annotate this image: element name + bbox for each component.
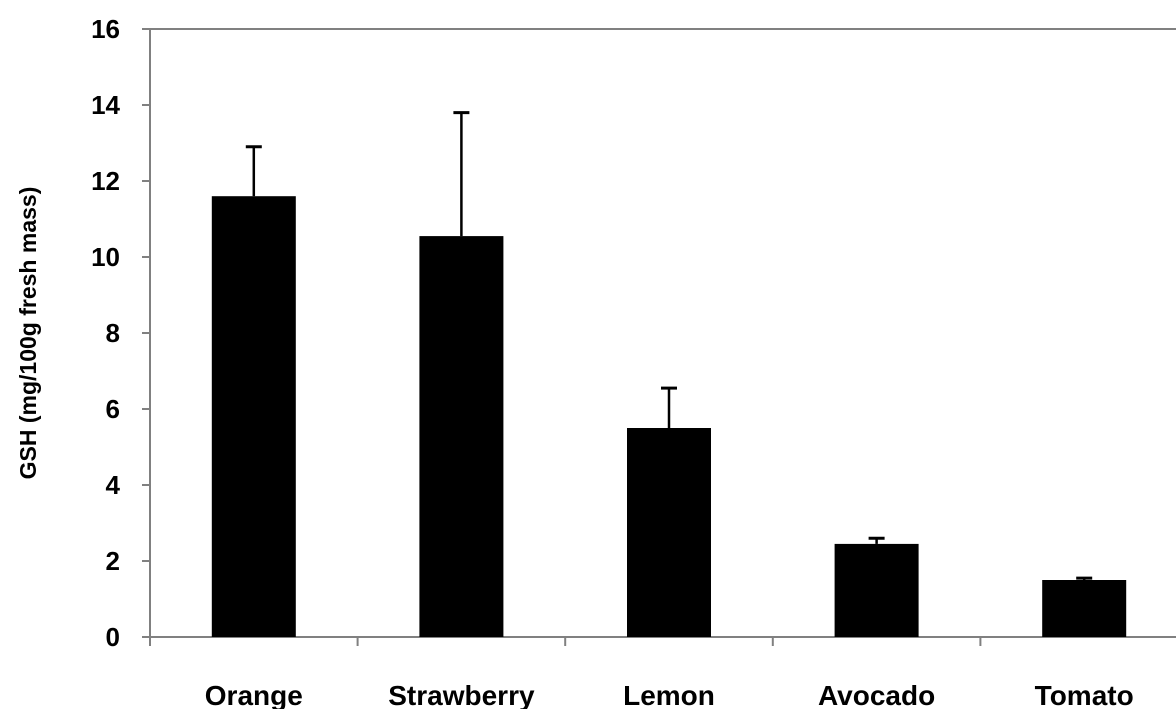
- y-tick-label: 12: [91, 166, 120, 196]
- y-tick-label: 6: [106, 394, 120, 424]
- bars: [211, 196, 1127, 637]
- x-category-label: Lemon: [623, 680, 715, 709]
- y-tick-label: 14: [91, 90, 120, 120]
- x-category-label: Orange: [205, 680, 303, 709]
- y-axis-title: GSH (mg/100g fresh mass): [15, 187, 41, 480]
- y-tick-label: 8: [106, 318, 120, 348]
- bar: [1042, 580, 1127, 637]
- y-tick-label: 10: [91, 242, 120, 272]
- x-category-label: Avocado: [818, 680, 935, 709]
- bar: [627, 428, 711, 637]
- bar: [834, 543, 919, 637]
- x-axis-ticks: Orange Strawberry Lemon Avocado Tomato: [149, 637, 1134, 709]
- error-bars: [245, 111, 1093, 580]
- y-tick-label: 16: [91, 14, 120, 44]
- x-category-label: Tomato: [1035, 680, 1134, 709]
- y-axis-ticks: 0 2 4 6 8 10 12 14 16: [91, 14, 150, 652]
- y-tick-label: 0: [106, 622, 120, 652]
- y-tick-label: 4: [106, 470, 121, 500]
- y-tick-label: 2: [106, 546, 120, 576]
- bar: [419, 236, 504, 637]
- bar: [211, 196, 296, 637]
- x-category-label: Strawberry: [388, 680, 535, 709]
